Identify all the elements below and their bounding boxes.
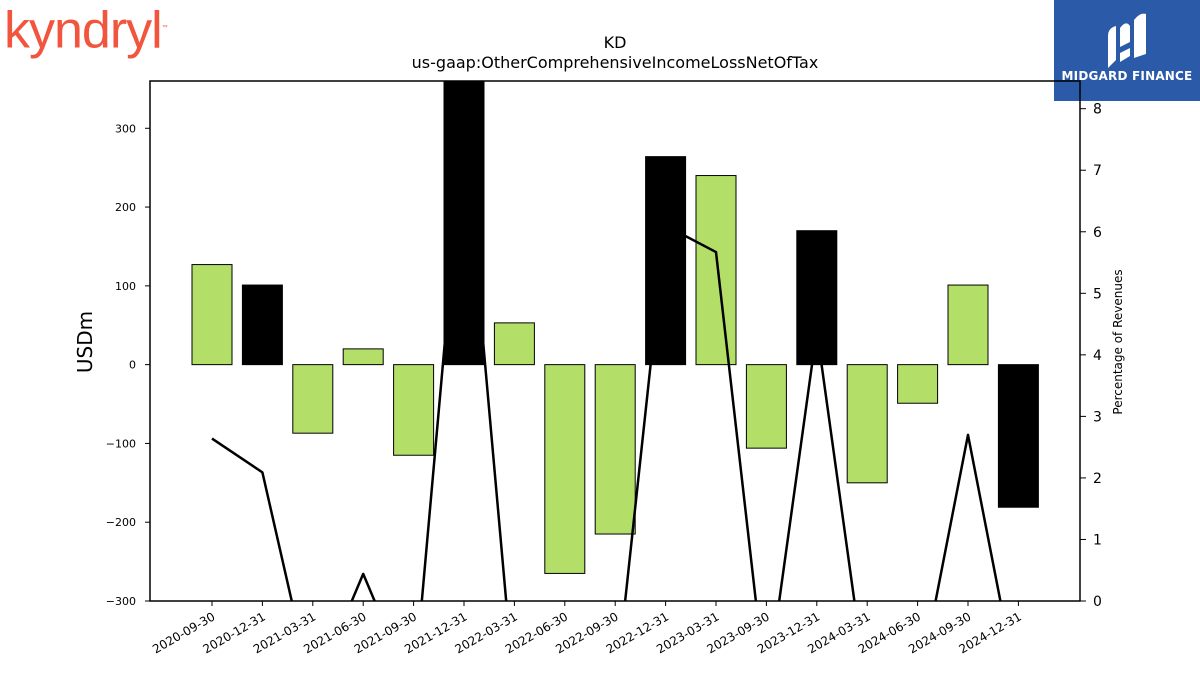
bar-2022-09-30 [594,364,636,535]
bar-2024-09-30 [947,284,989,366]
bar-2023-03-31 [695,175,737,366]
y-axis-label: USDm [73,311,97,373]
y2-tick-label: 3 [1093,409,1102,425]
bar-2020-12-31 [241,284,283,366]
bar-2024-12-31 [997,364,1039,508]
bar-2021-09-30 [393,364,435,456]
y2-tick-label: 2 [1093,471,1102,487]
y2-axis-label: Percentage of Revenues [1111,269,1125,414]
bar-2021-06-30 [342,348,384,366]
revenue-percentage-line [211,125,1002,601]
chart-subtitle: us-gaap:OtherComprehensiveIncomeLossNetO… [412,53,819,72]
chart-title: KD [604,33,627,52]
y-tick-label: −300 [106,595,136,608]
bar-2022-06-30 [544,364,586,574]
y2-tick-label: 7 [1093,163,1102,179]
plot-area: −300−200−10001002003000123456782020-09-3… [106,80,1102,656]
bar-2020-09-30 [191,264,233,366]
midgard-finance-logo: MIDGARD FINANCE [1054,0,1200,101]
bar-2023-09-30 [745,364,787,449]
kyndryl-logo: kyndryl™ [4,1,168,60]
midgard-emblem-icon [1108,13,1146,68]
bar-2022-03-31 [493,322,535,366]
y-tick-label: 100 [115,280,136,293]
y-tick-label: 0 [129,359,136,372]
bar-2022-12-31 [645,156,687,366]
y-tick-label: 300 [115,122,136,135]
y2-tick-label: 0 [1093,594,1102,610]
y2-tick-label: 1 [1093,532,1102,548]
bar-2024-06-30 [897,364,939,404]
y-tick-label: −200 [106,516,136,529]
midgard-finance-wordmark: MIDGARD FINANCE [1061,69,1193,83]
bar-2024-03-31 [846,364,888,484]
y2-tick-label: 5 [1093,286,1102,302]
bar-2023-12-31 [796,230,838,366]
y2-tick-label: 6 [1093,225,1102,241]
bar-2021-03-31 [292,364,334,434]
bar-2021-12-31 [443,81,485,366]
y2-tick-label: 4 [1093,348,1102,364]
y-tick-label: 200 [115,201,136,214]
y2-tick-label: 8 [1093,102,1102,118]
y-tick-label: −100 [106,437,136,450]
